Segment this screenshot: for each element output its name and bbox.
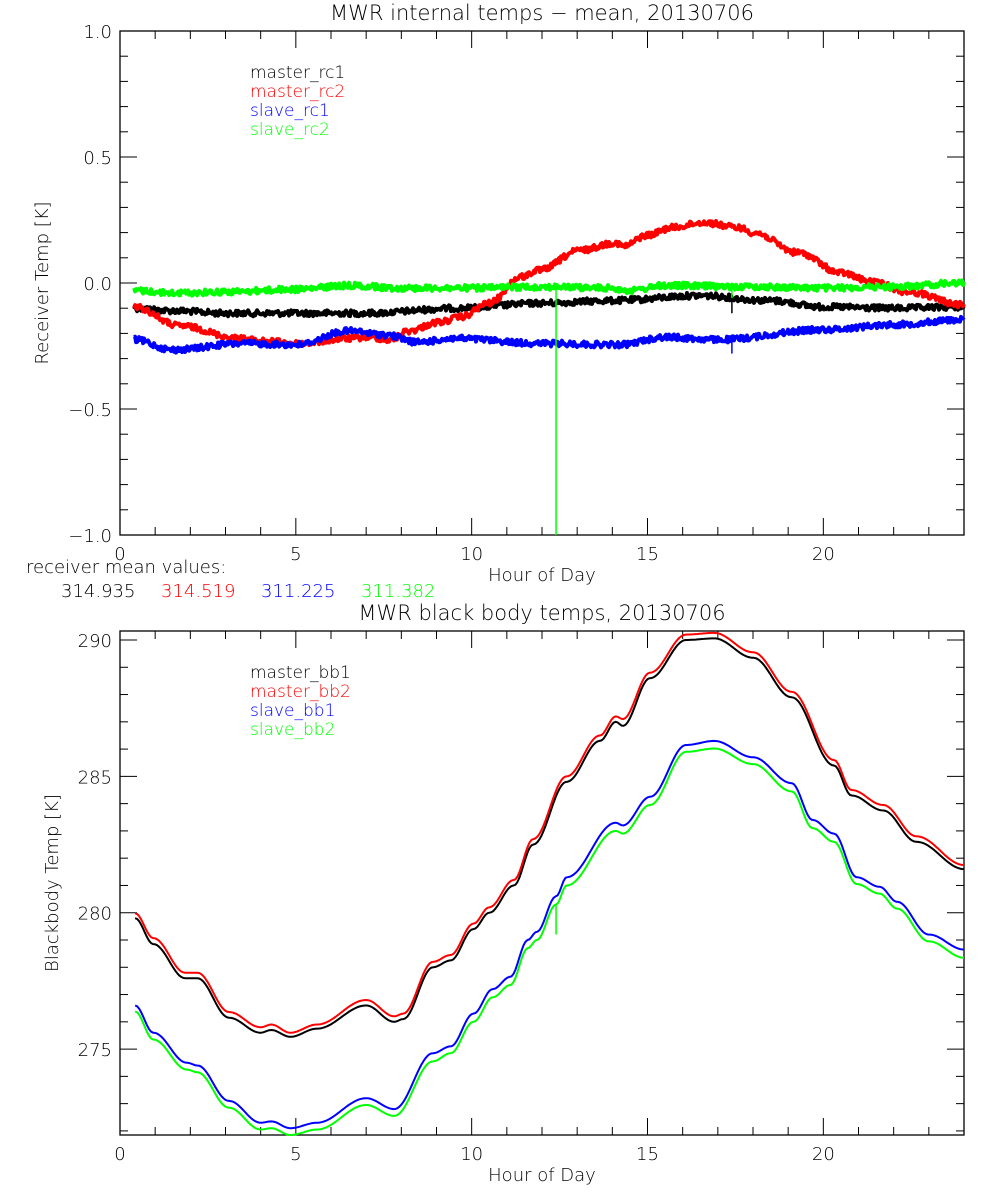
x-tick-label: 20 xyxy=(812,544,835,565)
series-line-master-bb2 xyxy=(134,631,965,1034)
series-line-master-bb1 xyxy=(134,637,965,1038)
legend-item-slave-rc2: slave_rc2 xyxy=(250,120,330,140)
x-axis-label: Hour of Day xyxy=(488,1165,596,1186)
x-tick-label: 0 xyxy=(114,544,125,565)
x-tick-label: 10 xyxy=(460,544,483,565)
mean-value-master-rc1: 314.935 xyxy=(61,581,135,602)
y-tick-label: −0.5 xyxy=(68,400,112,421)
chart-title: MWR internal temps − mean, 20130706 xyxy=(330,1,754,25)
x-tick-label: 5 xyxy=(290,544,301,565)
series-group xyxy=(132,219,966,535)
series-line-master-rc2 xyxy=(132,219,966,349)
series-line-slave-rc1 xyxy=(133,314,966,355)
x-tick-label: 15 xyxy=(636,1144,659,1165)
x-axis-label: Hour of Day xyxy=(488,565,596,586)
legend-item-master-bb2: master_bb2 xyxy=(250,682,351,702)
x-tick-label: 10 xyxy=(460,1144,483,1165)
plot-frame xyxy=(119,630,965,1136)
series-line-master-rc1 xyxy=(132,291,966,319)
y-axis-label: Blackbody Temp [K] xyxy=(42,794,63,972)
chart-title: MWR black body temps, 20130706 xyxy=(358,601,725,625)
series-group xyxy=(134,631,965,1136)
y-tick-label: 285 xyxy=(78,767,112,788)
y-tick-label: 0.5 xyxy=(83,148,112,169)
x-tick-label: 5 xyxy=(290,1144,301,1165)
legend-item-master-bb1: master_bb1 xyxy=(250,663,351,683)
legend-item-master-rc1: master_rc1 xyxy=(250,63,345,83)
x-tick-label: 15 xyxy=(636,544,659,565)
legend-item-slave-rc1: slave_rc1 xyxy=(250,101,330,121)
mean-value-slave-rc1: 311.225 xyxy=(261,581,335,602)
y-tick-label: 0.0 xyxy=(83,274,112,295)
plot-frame xyxy=(119,30,965,536)
y-tick-label: −1.0 xyxy=(68,526,112,547)
series-line-slave-rc2 xyxy=(132,278,966,298)
legend-item-master-rc2: master_rc2 xyxy=(250,82,345,102)
y-tick-label: 275 xyxy=(78,1040,112,1061)
blackbody-temps-chart: MWR black body temps, 20130706 Hour of D… xyxy=(42,601,965,1186)
y-tick-label: 280 xyxy=(78,904,112,925)
axes: 0 5 10 15 20 275 280 285 290 xyxy=(78,630,965,1165)
mean-values-label: receiver mean values: xyxy=(26,557,226,578)
receiver-temps-chart: MWR internal temps − mean, 20130706 Hour… xyxy=(32,1,966,586)
mean-value-master-rc2: 314.519 xyxy=(161,581,235,602)
mean-values-annotation: receiver mean values: 314.935 314.519 31… xyxy=(26,557,435,602)
x-tick-label: 0 xyxy=(114,1144,125,1165)
legend-item-slave-bb1: slave_bb1 xyxy=(250,701,335,721)
series-line-slave-bb1 xyxy=(134,739,965,1130)
legend-item-slave-bb2: slave_bb2 xyxy=(250,720,335,740)
y-tick-label: 1.0 xyxy=(83,22,112,43)
series-line-slave-bb2 xyxy=(134,747,965,1136)
axes: 0 5 10 15 20 −1.0 −0.5 0.0 0.5 1.0 xyxy=(68,22,965,565)
mean-value-slave-rc2: 311.382 xyxy=(361,581,435,602)
y-tick-label: 290 xyxy=(78,631,112,652)
x-tick-label: 20 xyxy=(812,1144,835,1165)
y-axis-label: Receiver Temp [K] xyxy=(32,201,53,364)
